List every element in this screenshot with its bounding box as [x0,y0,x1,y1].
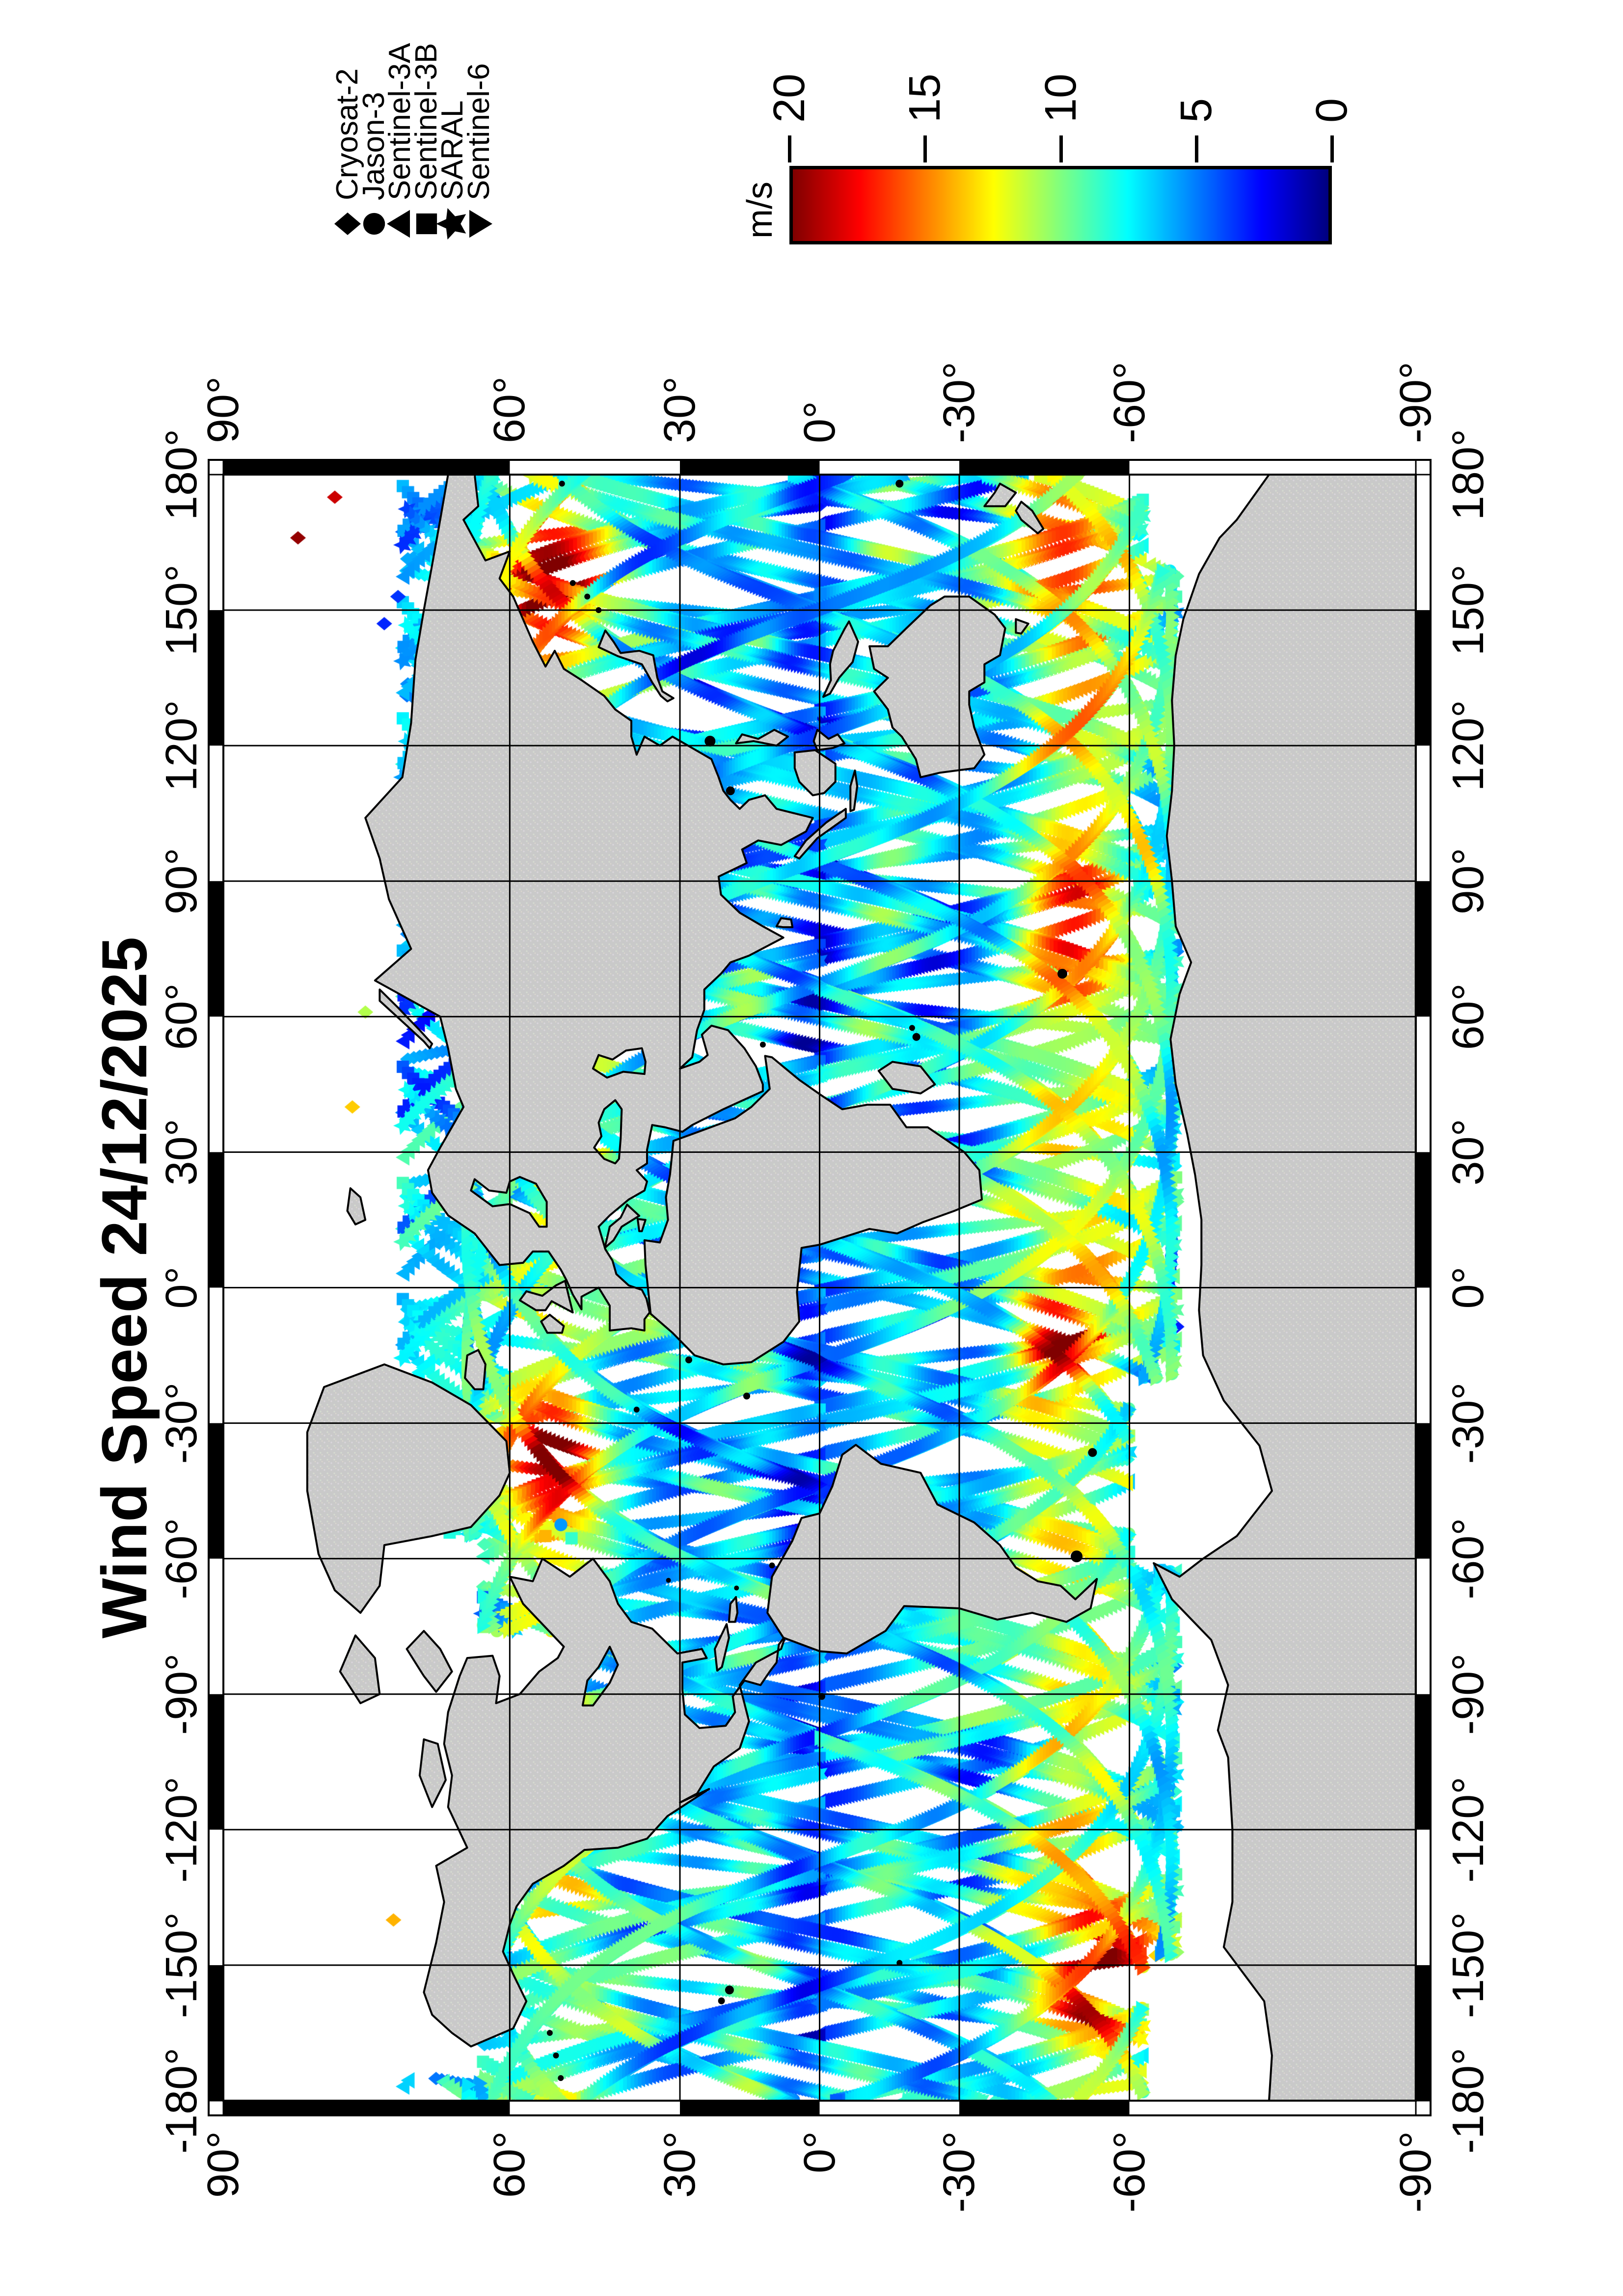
lon-label-top: -60° [157,1518,206,1600]
lat-label-left: 90° [199,2131,248,2198]
lon-label-top: 150° [157,564,206,656]
lon-label-bottom: -60° [1444,1518,1493,1600]
legend-label-sentinel-6: Sentinel-6 [461,63,496,200]
lon-label-top: -120° [157,1776,206,1883]
star-marker-icon [436,208,466,240]
colorbar-tick-label: 15 [900,73,950,123]
lon-label-top: -90° [157,1653,206,1735]
colorbar-gradient [789,166,1332,244]
lat-label-left: -90° [1391,2131,1440,2213]
lat-label-right: -60° [1105,361,1154,443]
lon-label-bottom: -120° [1444,1776,1493,1883]
lon-label-top: 90° [157,848,206,915]
colorbar-tick [1330,135,1334,162]
lon-label-bottom: 30° [1444,1119,1493,1186]
lat-label-right: 60° [485,376,535,443]
colorbar-tick [923,135,927,162]
lon-label-top: 120° [157,700,206,792]
lon-label-bottom: -150° [1444,1912,1493,2018]
lat-label-right: -30° [935,361,984,443]
colorbar-tick [788,135,791,162]
graticule [223,475,1416,2101]
circle-marker-icon [363,213,385,235]
lon-label-top: 0° [157,1266,206,1309]
triangle-down-marker-icon [469,210,492,238]
colorbar-tick-label: 20 [765,73,814,123]
colorbar-tick [1059,135,1063,162]
lat-label-left: -60° [1105,2131,1154,2213]
triangle-up-marker-icon [387,210,410,238]
lon-label-bottom: -90° [1444,1653,1493,1735]
lat-label-left: 60° [485,2131,535,2198]
colorbar-units-label: m/s [740,182,780,239]
lon-label-bottom: -30° [1444,1382,1493,1464]
lat-label-right: 90° [199,376,248,443]
map-frame [208,459,1432,2116]
lon-label-top: -150° [157,1912,206,2018]
lat-label-right: 30° [655,376,704,443]
lon-label-top: 60° [157,983,206,1050]
lat-label-left: -30° [935,2131,984,2213]
lat-label-left: 30° [655,2131,704,2198]
lon-label-top: 180° [157,428,206,521]
lon-label-top: -180° [157,2047,206,2154]
lat-label-left: 0° [795,2131,844,2174]
lon-label-bottom: 120° [1444,700,1493,792]
lon-label-bottom: 60° [1444,983,1493,1050]
square-marker-icon [416,213,437,235]
lon-label-bottom: 0° [1444,1266,1493,1309]
colorbar-tick-label: 5 [1171,98,1221,123]
lon-label-bottom: 90° [1444,848,1493,915]
colorbar-tick-label: 0 [1307,98,1356,123]
lon-label-bottom: 150° [1444,564,1493,656]
colorbar-tick-label: 10 [1036,73,1085,123]
diamond-marker-icon [334,213,361,235]
lon-label-top: 30° [157,1119,206,1186]
lon-label-top: -30° [157,1382,206,1464]
colorbar-tick [1194,135,1198,162]
lat-label-right: -90° [1391,361,1440,443]
lon-label-bottom: 180° [1444,428,1493,521]
lat-label-right: 0° [795,400,844,443]
lon-label-bottom: -180° [1444,2047,1493,2154]
